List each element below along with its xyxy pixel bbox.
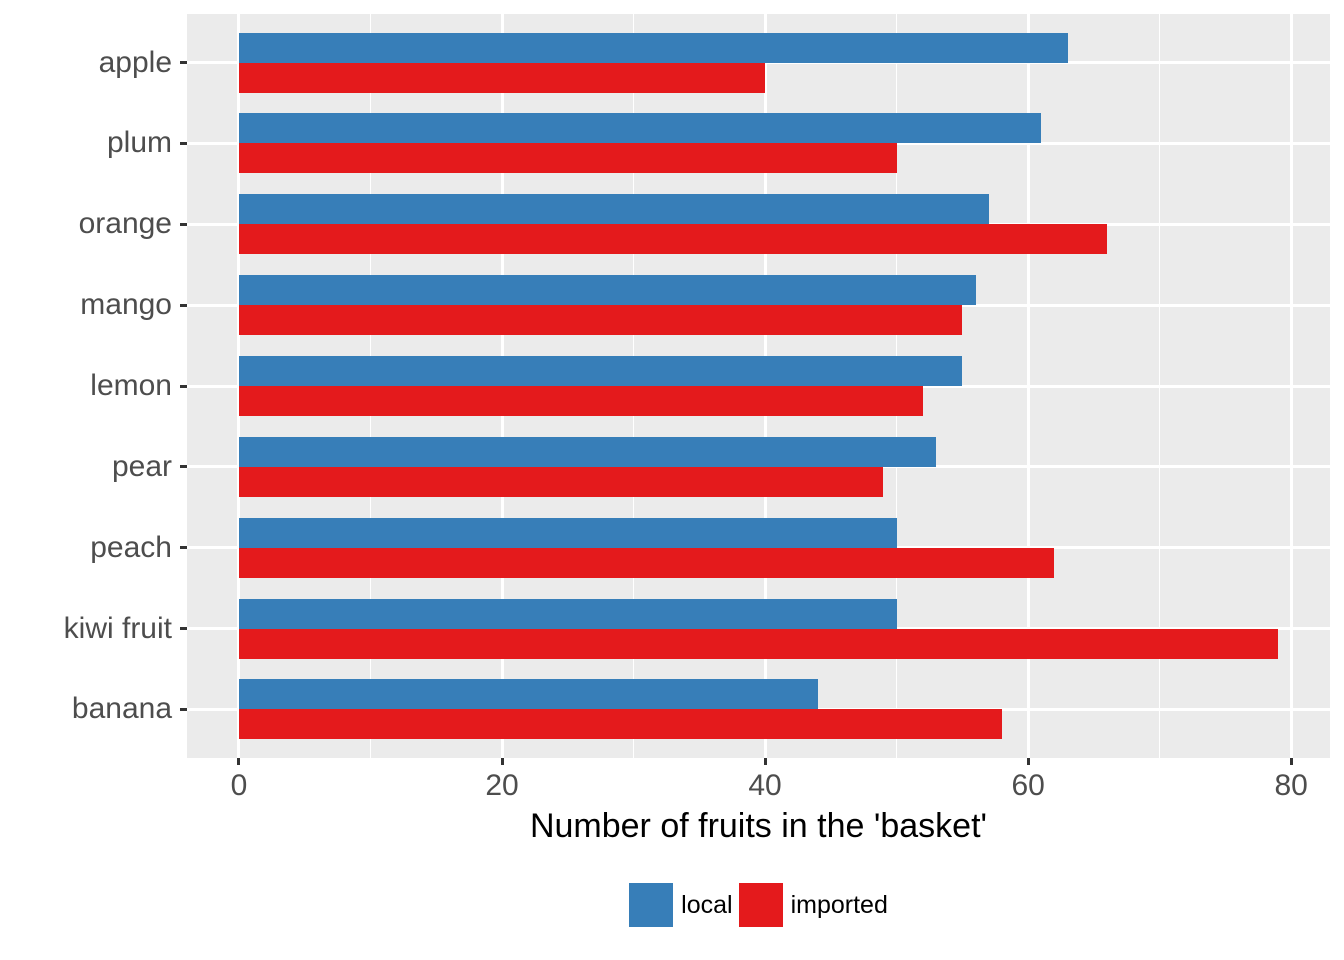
bar-local-lemon (238, 356, 963, 386)
bar-imported-mango (238, 305, 963, 336)
bar-imported-orange (238, 224, 1108, 255)
x-tick-0 (237, 758, 241, 765)
x-tick-label-60: 60 (1011, 769, 1045, 802)
bar-local-mango (238, 275, 976, 306)
y-tick-mango (180, 303, 187, 307)
y-tick-peach (180, 546, 187, 550)
bar-imported-pear (238, 466, 884, 497)
y-tick-pear (180, 465, 187, 469)
bar-imported-peach (238, 547, 1055, 578)
y-tick-apple (180, 61, 187, 65)
bar-local-banana (238, 679, 818, 710)
bar-imported-banana (238, 709, 1002, 740)
legend-key-local-swatch (629, 883, 674, 927)
plot-panel (187, 14, 1330, 758)
legend-item-local: local (629, 883, 733, 927)
y-tick-label-kiwi-fruit: kiwi fruit (63, 611, 172, 645)
bar-local-peach (238, 517, 897, 548)
x-tick-label-40: 40 (748, 769, 782, 802)
y-tick-plum (180, 141, 187, 145)
legend: local imported (187, 883, 1330, 927)
y-tick-label-peach: peach (90, 530, 172, 564)
x-tick-60 (1026, 758, 1030, 765)
x-axis-title: Number of fruits in the 'basket' (529, 807, 988, 845)
y-tick-orange (180, 222, 187, 226)
bar-local-orange (238, 194, 989, 225)
x-tick-label-80: 80 (1274, 769, 1308, 802)
bar-imported-lemon (238, 386, 923, 416)
x-tick-label-20: 20 (485, 769, 519, 802)
bar-local-pear (238, 436, 937, 467)
y-tick-label-banana: banana (71, 692, 172, 726)
y-tick-lemon (180, 384, 187, 388)
y-tick-label-plum: plum (106, 126, 172, 160)
legend-label-imported: imported (790, 891, 888, 919)
x-tick-20 (500, 758, 504, 765)
y-tick-label-apple: apple (98, 45, 172, 79)
bar-imported-kiwi-fruit (238, 628, 1279, 659)
bar-imported-apple (238, 62, 766, 93)
y-tick-label-pear: pear (111, 449, 172, 483)
y-tick-banana (180, 707, 187, 711)
legend-item-imported: imported (738, 883, 888, 927)
bar-imported-plum (238, 143, 897, 174)
x-tick-40 (763, 758, 767, 765)
x-tick-label-0: 0 (230, 769, 248, 802)
y-tick-kiwi-fruit (180, 627, 187, 631)
bar-local-apple (238, 32, 1068, 63)
legend-label-local: local (681, 891, 733, 919)
y-tick-label-lemon: lemon (90, 369, 172, 402)
x-tick-80 (1289, 758, 1293, 765)
bar-local-plum (238, 113, 1042, 144)
y-tick-label-mango: mango (80, 288, 172, 322)
legend-key-imported-swatch (738, 883, 783, 927)
bar-local-kiwi-fruit (238, 598, 897, 629)
y-tick-label-orange: orange (78, 207, 172, 241)
